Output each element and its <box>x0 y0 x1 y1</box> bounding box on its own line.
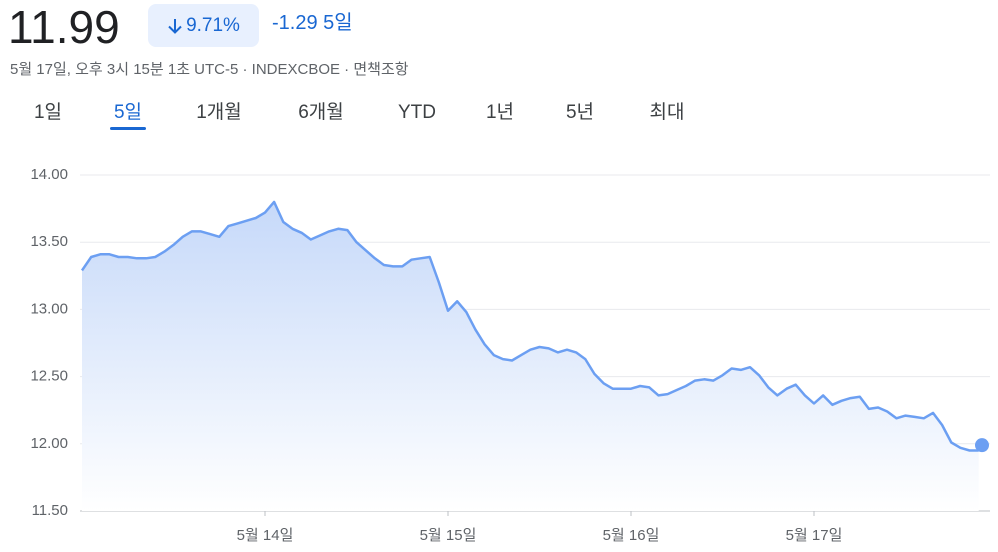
y-tick-label: 12.50 <box>30 368 68 385</box>
price: 11.99 <box>8 1 120 53</box>
range-tab[interactable]: YTD <box>398 102 436 123</box>
change-percent: 9.71% <box>186 14 240 36</box>
timestamp: 5월 17일, 오후 3시 15분 1초 UTC-5 · INDEXCBOE ·… <box>10 61 409 78</box>
y-tick-label: 14.00 <box>30 166 68 183</box>
range-tab[interactable]: 최대 <box>649 102 685 123</box>
x-tick-label: 5월 17일 <box>786 527 843 544</box>
change-period: 5일 <box>323 12 353 34</box>
range-tab[interactable]: 1개월 <box>196 102 242 123</box>
x-tick-label: 5월 15일 <box>420 527 477 544</box>
area-fill <box>82 201 979 511</box>
price-line <box>80 200 979 452</box>
y-tick-label: 12.00 <box>30 435 68 452</box>
range-tab[interactable]: 6개월 <box>298 102 344 123</box>
range-tab[interactable]: 1년 <box>485 102 515 123</box>
change: -1.29 5일 <box>272 8 353 38</box>
y-tick-label: 13.00 <box>30 300 68 317</box>
down-arrow-icon <box>168 18 182 34</box>
y-tick-label: 13.50 <box>30 233 68 250</box>
range-tab[interactable]: 1일 <box>33 102 63 123</box>
range-tab[interactable]: 5년 <box>565 102 595 123</box>
change-badge: 9.71% <box>148 4 259 47</box>
range-tab[interactable]: 5일 <box>113 102 143 123</box>
chart: 11.50 12.00 12.50 13.00 13.50 14.00 5월 14일 5월 1… <box>30 166 990 544</box>
x-tick-label: 5월 14일 <box>237 527 294 544</box>
selected-tab-indicator <box>110 127 146 130</box>
change-value: -1.29 <box>272 12 318 34</box>
current-price-dot <box>975 438 989 453</box>
y-tick-label: 11.50 <box>32 502 68 519</box>
x-tick-label: 5월 16일 <box>603 527 660 544</box>
